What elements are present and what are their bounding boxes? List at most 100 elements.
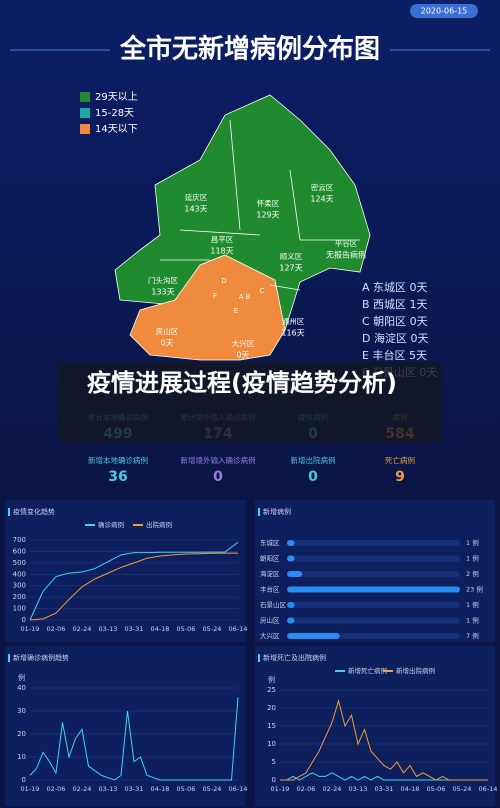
value-label: 1 例 <box>466 600 479 609</box>
y-tick-label: 200 <box>13 593 26 601</box>
chart-title: 新增病例 <box>263 507 291 516</box>
y-tick-label: 100 <box>13 605 26 613</box>
y-tick-label: 0 <box>22 776 26 784</box>
y-tick-label: 400 <box>13 570 26 578</box>
district-key: C <box>260 287 265 295</box>
date: 2020-06-15 <box>421 7 468 16</box>
district-list: A 东城区 0天 <box>362 281 428 294</box>
x-tick-label: 02-24 <box>73 625 92 633</box>
bar <box>287 602 295 608</box>
legend-label: 新增死亡病例 <box>348 666 387 675</box>
district-key: B <box>246 293 251 301</box>
x-tick-label: 02-24 <box>73 785 92 793</box>
district-name: 昌平区 <box>211 235 234 244</box>
category-label: 房山区 <box>260 616 280 625</box>
district-list: D 海淀区 0天 <box>362 331 428 345</box>
x-tick-label: 01-19 <box>271 785 290 793</box>
title: 全市无新增病例分布图 <box>119 34 380 65</box>
x-tick-label: 02-06 <box>297 785 316 793</box>
panel <box>5 646 245 806</box>
y-tick-label: 600 <box>13 547 26 555</box>
district-key: A <box>239 293 244 301</box>
district-name: 顺义区 <box>280 252 303 261</box>
y-tick-label: 15 <box>267 722 276 730</box>
x-tick-label: 05-06 <box>177 785 196 793</box>
district-value: 无报告病例 <box>326 250 366 260</box>
x-tick-label: 03-13 <box>99 785 118 793</box>
bar <box>287 633 340 639</box>
legend-swatch <box>80 108 90 118</box>
legend-swatch <box>80 92 90 102</box>
y-tick-label: 20 <box>267 704 276 712</box>
x-tick-label: 05-06 <box>177 625 196 633</box>
stat-value: 0 <box>308 469 318 485</box>
map-orange <box>129 254 286 361</box>
y-unit: 例 <box>18 673 25 682</box>
bar-track <box>287 555 460 562</box>
value-label: 1 例 <box>466 538 479 547</box>
x-tick-label: 01-19 <box>21 625 40 633</box>
bar <box>287 540 295 546</box>
stat-label: 新增本地确诊病例 <box>88 455 148 465</box>
bar <box>287 617 295 624</box>
x-tick-label: 01-19 <box>21 785 40 793</box>
district-key: E <box>234 307 238 315</box>
district-name: 房山区 <box>156 326 179 336</box>
x-tick-label: 03-31 <box>125 625 144 633</box>
x-tick-label: 03-31 <box>375 785 394 793</box>
y-tick-label: 20 <box>17 730 26 738</box>
category-label: 丰台区 <box>260 585 280 594</box>
x-tick-label: 02-06 <box>47 785 66 793</box>
title-mark <box>8 654 10 662</box>
x-tick-label: 06-14 <box>229 785 248 793</box>
legend-label: 14天以下 <box>95 124 138 135</box>
district-value: 0天 <box>160 339 173 348</box>
y-tick-label: 500 <box>13 559 26 567</box>
district-name: 通州区 <box>282 316 305 326</box>
chart-title: 疫情变化趋势 <box>13 507 55 516</box>
y-tick-label: 0 <box>22 616 26 624</box>
x-tick-label: 04-18 <box>151 625 170 633</box>
district-value: 129天 <box>256 211 279 220</box>
district-list: C 朝阳区 0天 <box>362 315 428 328</box>
y-tick-label: 0 <box>272 776 276 784</box>
district-value: 118天 <box>210 247 233 256</box>
x-tick-label: 03-13 <box>99 625 118 633</box>
value-label: 2 例 <box>466 569 479 578</box>
category-label: 海淀区 <box>260 569 280 578</box>
district-value: 143天 <box>184 205 207 214</box>
panel <box>5 500 245 642</box>
district-name: 延庆区 <box>185 192 208 202</box>
bar <box>287 555 295 562</box>
y-tick-label: 300 <box>13 582 26 590</box>
x-tick-label: 02-24 <box>323 785 342 793</box>
district-value: 0天 <box>236 351 249 360</box>
x-tick-label: 05-24 <box>203 785 222 793</box>
legend-label: 29天以上 <box>95 91 138 103</box>
district-name: 怀柔区 <box>257 198 280 208</box>
bar-track <box>287 617 460 624</box>
x-tick-label: 02-06 <box>47 625 66 633</box>
value-label: 1 例 <box>466 616 479 625</box>
value-label: 23 例 <box>466 585 483 594</box>
y-tick-label: 700 <box>13 536 26 544</box>
banner-bg <box>58 362 442 443</box>
stat-label: 死亡病例 <box>385 455 415 465</box>
y-tick-label: 5 <box>272 758 276 766</box>
stat-value: 0 <box>213 469 223 485</box>
y-tick-label: 40 <box>17 684 26 692</box>
date-badge <box>410 4 478 18</box>
stat-label: 新增境外输入确诊病例 <box>181 455 256 465</box>
bar <box>287 571 303 577</box>
district-name: 密云区 <box>311 182 334 192</box>
category-label: 朝阳区 <box>260 554 280 563</box>
bar-track <box>287 602 460 608</box>
legend-label: 出院病例 <box>146 520 172 529</box>
chart-title: 新增确诊病例趋势 <box>13 653 69 662</box>
bar <box>287 586 460 593</box>
district-list: E 丰台区 5天 <box>362 348 427 362</box>
district-key: F <box>213 292 217 300</box>
x-tick-label: 03-13 <box>349 785 368 793</box>
district-name: 门头沟区 <box>148 275 178 285</box>
